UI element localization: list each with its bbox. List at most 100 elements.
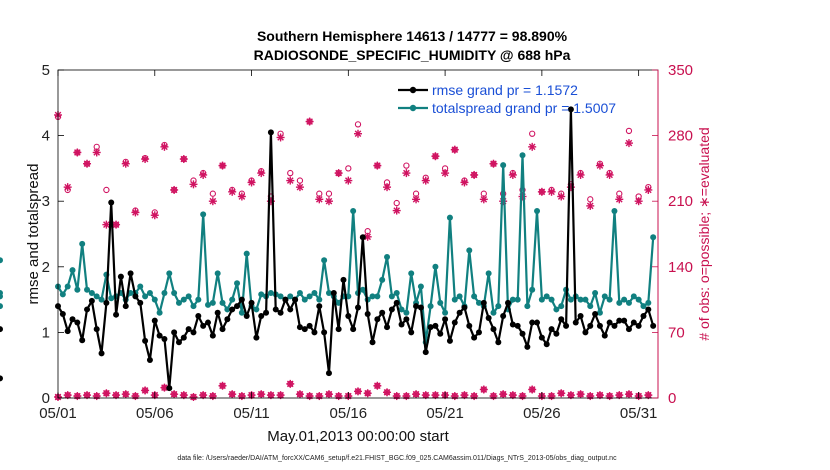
point-totalspread: [296, 290, 303, 297]
obs-bottom-evaluated-marker: [499, 390, 508, 399]
point-rmse: [398, 321, 405, 328]
point-rmse: [64, 328, 71, 335]
point-rmse: [596, 322, 603, 329]
point-rmse: [258, 313, 265, 319]
obs-possible-marker: [403, 162, 410, 169]
obs-bottom-evaluated-marker: [170, 390, 179, 399]
obs-bottom-evaluated-marker-stroke: [577, 390, 584, 398]
point-rmse: [296, 324, 303, 331]
point-totalspread: [475, 299, 482, 306]
obs-evaluated-marker-stroke: [64, 183, 72, 191]
y-right-tick-label: 280: [668, 128, 693, 145]
point-totalspread: [606, 296, 613, 303]
point-totalspread: [253, 306, 260, 313]
obs-evaluated-marker-stroke: [335, 169, 342, 177]
point-rmse: [505, 299, 511, 306]
point-rmse: [379, 309, 386, 316]
obs-evaluated-marker-stroke: [364, 233, 372, 241]
obs-bottom-evaluated-marker: [363, 389, 372, 398]
point-totalspread: [0, 257, 3, 264]
obs-bottom-evaluated-marker: [102, 389, 111, 398]
point-totalspread: [287, 293, 294, 300]
obs-bottom-evaluated-marker: [479, 385, 488, 394]
obs-evaluated-marker-stroke: [538, 188, 546, 196]
point-rmse: [301, 326, 308, 333]
legend-marker-totalspread: [409, 104, 417, 112]
obs-bottom-evaluated-marker-stroke: [422, 391, 430, 399]
point-totalspread: [393, 290, 400, 297]
obs-evaluated-marker-stroke: [199, 171, 207, 179]
obs-evaluated-marker: [324, 197, 333, 206]
x-tick-label: 05/06: [136, 405, 174, 422]
point-rmse: [335, 326, 342, 333]
point-rmse: [509, 321, 516, 328]
point-rmse: [190, 329, 197, 336]
obs-evaluated-marker: [576, 170, 585, 179]
obs-bottom-evaluated-marker: [315, 392, 324, 401]
x-tick-label: 05/11: [233, 405, 269, 422]
obs-bottom-evaluated-marker-stroke: [383, 388, 391, 396]
obs-evaluated-marker-stroke: [161, 143, 168, 151]
obs-evaluated-marker: [257, 169, 266, 178]
point-totalspread: [84, 286, 91, 293]
obs-evaluated-marker-stroke: [441, 169, 449, 177]
point-rmse: [514, 322, 521, 329]
obs-evaluated-marker-stroke: [490, 160, 497, 168]
point-rmse: [132, 293, 139, 300]
obs-evaluated-marker: [402, 169, 411, 178]
obs-bottom-evaluated-marker: [237, 392, 246, 401]
point-totalspread: [379, 276, 386, 283]
point-totalspread: [432, 263, 439, 270]
point-totalspread: [471, 293, 478, 300]
obs-evaluated-marker-stroke: [74, 149, 81, 156]
obs-bottom-evaluated-marker-stroke: [567, 391, 575, 399]
point-totalspread: [359, 286, 366, 293]
obs-possible-marker: [529, 130, 536, 137]
obs-bottom-evaluated-marker-stroke: [528, 386, 536, 393]
obs-evaluated-marker-stroke: [83, 160, 91, 168]
point-rmse: [587, 322, 594, 329]
point-totalspread: [316, 296, 323, 303]
obs-evaluated-marker-stroke: [122, 160, 130, 168]
obs-bottom-evaluated-marker: [470, 392, 479, 401]
point-rmse: [113, 311, 120, 318]
point-rmse: [611, 322, 618, 329]
point-rmse: [606, 319, 613, 326]
point-totalspread: [490, 309, 497, 316]
obs-evaluated-marker: [218, 161, 227, 170]
obs-evaluated-marker: [286, 176, 295, 185]
marks-layer: [0, 106, 657, 401]
obs-bottom-evaluated-marker: [208, 392, 217, 401]
point-totalspread: [200, 211, 207, 218]
obs-bottom-evaluated-marker-stroke: [64, 391, 72, 399]
y-tick-label: 4: [42, 128, 50, 145]
obs-evaluated-marker: [450, 145, 459, 154]
point-totalspread: [509, 296, 516, 303]
obs-evaluated-marker-stroke: [432, 152, 439, 160]
obs-evaluated-marker-stroke: [170, 186, 178, 194]
obs-evaluated-marker: [354, 129, 362, 138]
obs-possible-marker: [625, 127, 633, 135]
point-totalspread: [69, 267, 76, 274]
obs-bottom-evaluated-marker-stroke: [286, 380, 294, 388]
point-rmse: [185, 326, 192, 333]
obs-bottom-evaluated-marker-stroke: [219, 382, 226, 390]
point-totalspread: [616, 299, 623, 306]
obs-bottom-evaluated-marker-stroke: [180, 391, 188, 399]
legend-label-rmse: rmse grand pr = 1.1572: [432, 82, 578, 98]
point-totalspread: [175, 299, 182, 306]
obs-evaluated-marker-stroke: [103, 221, 110, 228]
obs-evaluated-marker: [150, 211, 159, 220]
obs-evaluated-marker-stroke: [180, 155, 188, 163]
point-rmse: [229, 306, 236, 313]
obs-evaluated-marker: [392, 206, 401, 215]
obs-evaluated-marker: [595, 161, 604, 170]
obs-bottom-evaluated-marker-stroke: [277, 391, 284, 399]
obs-bottom-evaluated-marker-stroke: [625, 390, 633, 398]
obs-bottom-evaluated-marker-stroke: [228, 390, 236, 398]
point-rmse: [238, 296, 245, 303]
obs-possible-marker: [345, 165, 352, 172]
obs-evaluated-marker: [489, 159, 498, 168]
obs-bottom-evaluated-marker-stroke: [161, 384, 168, 391]
